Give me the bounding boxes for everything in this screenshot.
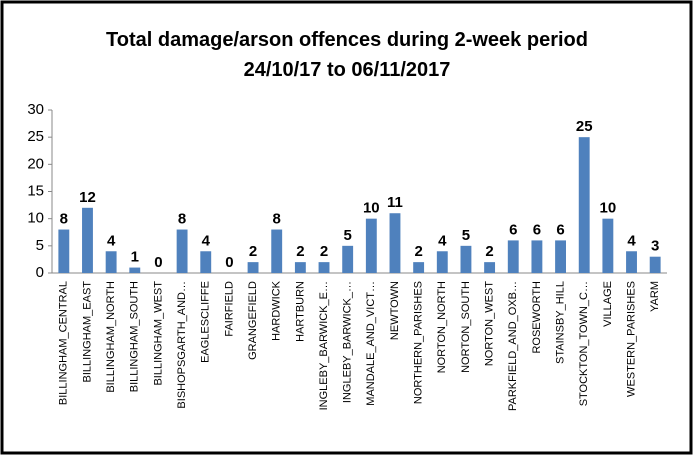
chart-title: Total damage/arson offences during 2-wee… xyxy=(106,29,588,51)
bar xyxy=(507,240,519,273)
data-label: 1 xyxy=(131,249,139,266)
y-tick-label: 5 xyxy=(36,237,44,254)
bar xyxy=(58,229,70,273)
y-tick-label: 25 xyxy=(27,128,44,145)
data-label: 2 xyxy=(296,243,304,260)
bar xyxy=(460,245,472,273)
x-tick-label: EAGLESCLIFFE xyxy=(200,281,212,363)
bar xyxy=(82,207,93,273)
x-tick-label: ROSEWORTH xyxy=(531,281,543,354)
data-label: 8 xyxy=(60,211,68,228)
data-label: 8 xyxy=(178,211,186,228)
x-tick-label: BILLINGHAM_EAST xyxy=(81,281,93,383)
data-label: 6 xyxy=(509,221,517,238)
y-tick-label: 20 xyxy=(27,155,44,172)
data-label: 6 xyxy=(533,221,541,238)
bar xyxy=(342,245,354,273)
x-tick-label: NORTON_WEST xyxy=(484,281,496,366)
x-tick-label: NORTON_SOUTH xyxy=(460,281,472,373)
bar xyxy=(531,240,543,273)
x-tick-label: STAINSBY_HILL xyxy=(554,281,566,364)
y-tick-label: 30 xyxy=(27,101,44,118)
data-label: 4 xyxy=(627,232,636,249)
data-label: 5 xyxy=(462,227,470,244)
data-label: 2 xyxy=(320,243,328,260)
data-label: 2 xyxy=(485,243,493,260)
data-label: 2 xyxy=(249,243,257,260)
bar xyxy=(365,218,377,273)
bar xyxy=(602,218,614,273)
bar xyxy=(436,251,448,273)
data-label: 6 xyxy=(556,221,564,238)
data-label: 0 xyxy=(225,254,233,271)
bar xyxy=(200,251,212,273)
x-tick-label: HARTBURN xyxy=(294,281,306,342)
data-label: 12 xyxy=(79,189,96,206)
bar xyxy=(484,262,496,273)
data-label: 8 xyxy=(273,211,281,228)
x-tick-label: NEWTOWN xyxy=(389,281,401,340)
x-tick-label: WESTERN_PARISHES xyxy=(625,281,637,397)
data-label: 5 xyxy=(344,227,352,244)
x-tick-label: NORTON_NORTH xyxy=(436,281,448,373)
data-label: 11 xyxy=(387,194,403,211)
x-tick-label: YARM xyxy=(649,281,661,312)
x-tick-label: PARKFIELD_AND_OXB… xyxy=(507,281,519,411)
x-tick-label: BILLINGHAM_CENTRAL xyxy=(58,281,70,405)
x-tick-label: BILLINGHAM_WEST xyxy=(152,281,164,386)
y-tick-label: 15 xyxy=(27,182,44,199)
bar xyxy=(649,256,661,273)
data-label: 0 xyxy=(154,254,162,271)
x-tick-label: GRANGEFIELD xyxy=(247,281,259,360)
x-tick-label: INGLEBY_BARWICK_E… xyxy=(318,281,330,410)
x-tick-label: STOCKTON_TOWN_C… xyxy=(578,281,590,406)
x-tick-label: FAIRFIELD xyxy=(223,281,235,337)
bar xyxy=(105,251,117,273)
x-tick-label: BILLINGHAM_NORTH xyxy=(105,281,117,393)
bar xyxy=(271,229,283,273)
data-label: 4 xyxy=(107,232,116,249)
chart-subtitle: 24/10/17 to 06/11/2017 xyxy=(244,59,451,81)
data-label: 10 xyxy=(363,200,380,217)
x-tick-label: BILLINGHAM_SOUTH xyxy=(129,281,141,392)
x-tick-label: HARDWICK xyxy=(271,280,283,341)
bar xyxy=(413,262,425,273)
x-tick-label: VILLAGE xyxy=(602,281,614,327)
data-label: 4 xyxy=(438,232,447,249)
bar xyxy=(578,137,590,273)
bar xyxy=(247,262,259,273)
data-label: 3 xyxy=(651,238,659,255)
data-label: 4 xyxy=(202,232,211,249)
bar xyxy=(318,262,330,273)
y-tick-label: 10 xyxy=(27,210,44,227)
bar xyxy=(626,251,637,273)
data-label: 10 xyxy=(600,200,617,217)
bar xyxy=(389,213,401,273)
x-tick-label: INGLEBY_BARWICK_… xyxy=(342,281,354,403)
x-tick-label: BISHOPSGARTH_AND… xyxy=(176,281,188,409)
bar xyxy=(176,229,188,273)
data-label: 2 xyxy=(414,243,422,260)
bar xyxy=(129,267,141,273)
bar xyxy=(294,262,306,273)
x-tick-label: NORTHERN_PARISHES xyxy=(413,281,425,404)
data-label: 25 xyxy=(576,118,593,135)
x-tick-label: MANDALE_AND_VICT… xyxy=(365,281,377,406)
y-tick-label: 0 xyxy=(36,264,44,281)
bar xyxy=(555,240,566,273)
